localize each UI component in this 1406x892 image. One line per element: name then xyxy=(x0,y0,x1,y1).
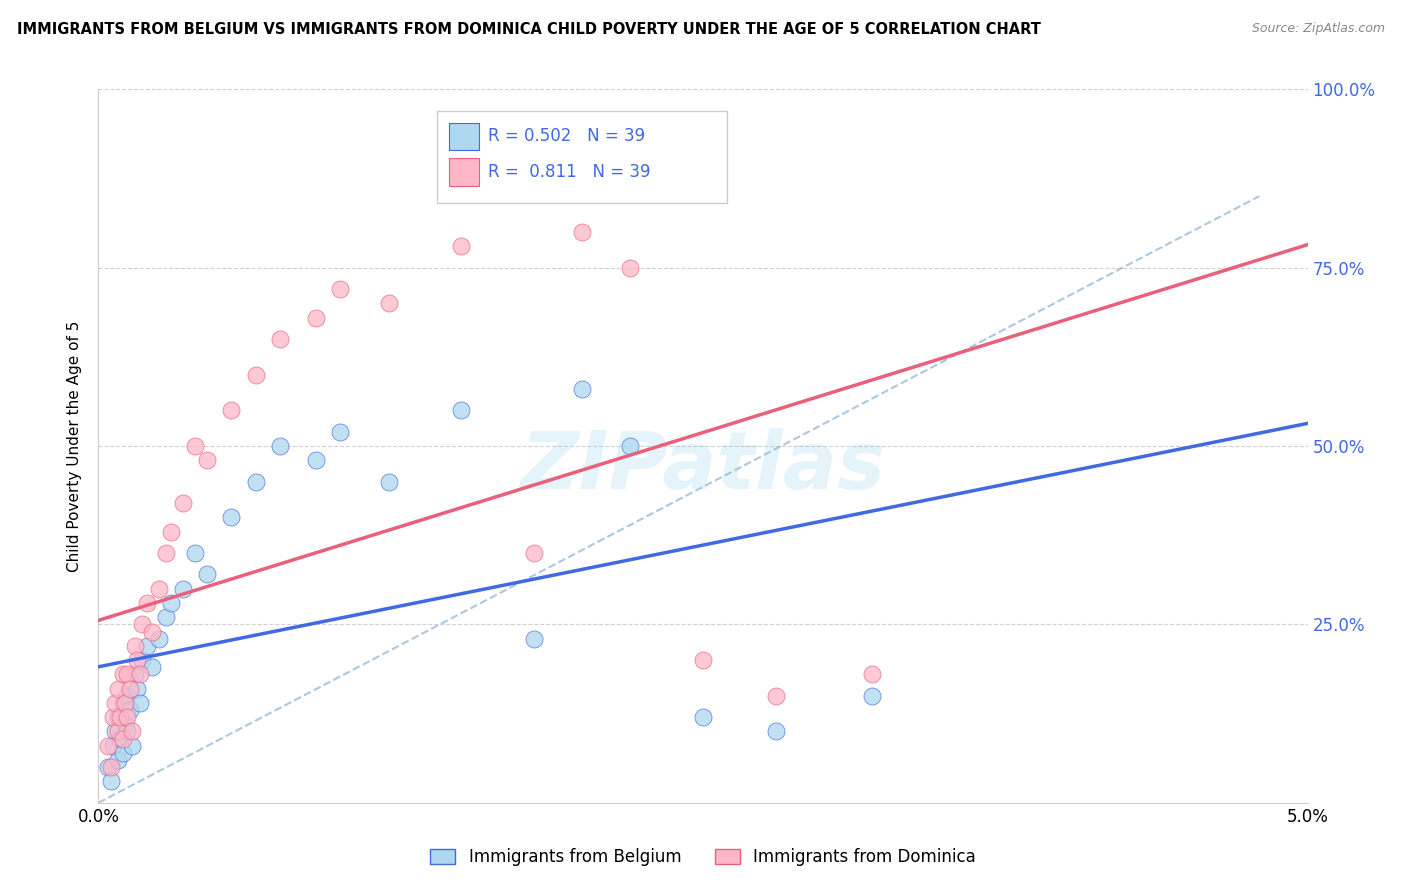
FancyBboxPatch shape xyxy=(449,123,479,150)
Point xyxy=(765,689,787,703)
Point xyxy=(111,731,134,746)
Point xyxy=(127,653,149,667)
Point xyxy=(692,710,714,724)
Text: IMMIGRANTS FROM BELGIUM VS IMMIGRANTS FROM DOMINICA CHILD POVERTY UNDER THE AGE : IMMIGRANTS FROM BELGIUM VS IMMIGRANTS FR… xyxy=(17,22,1040,37)
Point xyxy=(860,667,883,681)
Point xyxy=(571,225,593,239)
Point xyxy=(172,496,194,510)
Point xyxy=(124,667,146,681)
Point xyxy=(128,667,150,681)
Point xyxy=(245,368,267,382)
Point xyxy=(131,653,153,667)
Point xyxy=(124,639,146,653)
Point xyxy=(329,425,352,439)
Point xyxy=(107,710,129,724)
Point xyxy=(523,632,546,646)
Point xyxy=(619,439,641,453)
Point xyxy=(127,681,149,696)
Point xyxy=(305,453,328,467)
Point xyxy=(692,653,714,667)
Point xyxy=(100,760,122,774)
Point xyxy=(141,624,163,639)
Point xyxy=(108,731,131,746)
Point xyxy=(111,746,134,760)
Point xyxy=(135,596,157,610)
Point xyxy=(860,689,883,703)
Point xyxy=(97,739,120,753)
Point xyxy=(117,724,139,739)
Point xyxy=(160,524,183,539)
Point xyxy=(121,724,143,739)
Text: R =  0.811   N = 39: R = 0.811 N = 39 xyxy=(488,163,650,181)
Point xyxy=(269,439,291,453)
Point xyxy=(111,667,134,681)
Point xyxy=(377,296,399,310)
Point xyxy=(184,439,207,453)
Point xyxy=(114,717,136,731)
Y-axis label: Child Poverty Under the Age of 5: Child Poverty Under the Age of 5 xyxy=(67,320,83,572)
Point xyxy=(619,260,641,275)
Point xyxy=(101,739,124,753)
Point xyxy=(305,310,328,325)
Point xyxy=(131,617,153,632)
FancyBboxPatch shape xyxy=(449,159,479,186)
Point xyxy=(329,282,352,296)
Point xyxy=(155,610,177,624)
Point xyxy=(523,546,546,560)
Point xyxy=(117,667,139,681)
Point xyxy=(111,696,134,710)
Point xyxy=(195,453,218,467)
Point xyxy=(135,639,157,653)
Point xyxy=(155,546,177,560)
Point xyxy=(195,567,218,582)
Point xyxy=(107,681,129,696)
Point xyxy=(104,724,127,739)
Point xyxy=(245,475,267,489)
Point xyxy=(117,689,139,703)
Point xyxy=(148,582,170,596)
Point xyxy=(160,596,183,610)
Point xyxy=(114,696,136,710)
Point xyxy=(101,710,124,724)
Point xyxy=(104,696,127,710)
Point xyxy=(121,739,143,753)
Point xyxy=(172,582,194,596)
Point xyxy=(107,753,129,767)
Point xyxy=(377,475,399,489)
Point xyxy=(107,724,129,739)
Point xyxy=(148,632,170,646)
Point xyxy=(128,696,150,710)
Point xyxy=(100,774,122,789)
Point xyxy=(571,382,593,396)
Point xyxy=(221,403,243,417)
Point xyxy=(221,510,243,524)
Point xyxy=(450,239,472,253)
Point xyxy=(118,703,141,717)
Point xyxy=(141,660,163,674)
Text: Source: ZipAtlas.com: Source: ZipAtlas.com xyxy=(1251,22,1385,36)
Text: R = 0.502   N = 39: R = 0.502 N = 39 xyxy=(488,128,645,145)
Point xyxy=(117,710,139,724)
Point xyxy=(97,760,120,774)
Text: ZIPatlas: ZIPatlas xyxy=(520,428,886,507)
Point xyxy=(765,724,787,739)
Point xyxy=(108,710,131,724)
Legend: Immigrants from Belgium, Immigrants from Dominica: Immigrants from Belgium, Immigrants from… xyxy=(430,847,976,866)
Point xyxy=(118,681,141,696)
FancyBboxPatch shape xyxy=(437,111,727,203)
Point xyxy=(450,403,472,417)
Point xyxy=(269,332,291,346)
Point xyxy=(184,546,207,560)
